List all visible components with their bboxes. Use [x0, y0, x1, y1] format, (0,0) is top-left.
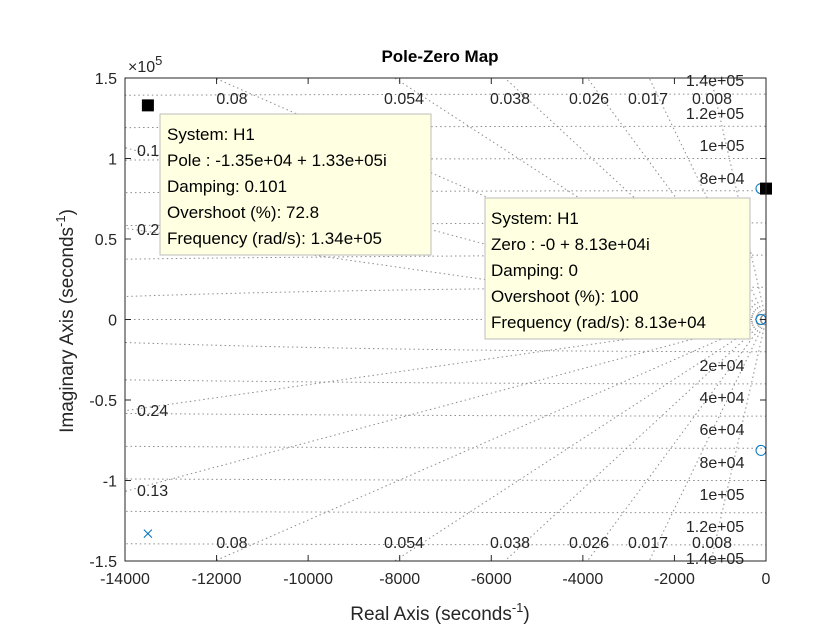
frequency-label-upper: 1.4e+05: [686, 73, 744, 90]
datatip-pole-line: Overshoot (%): 72.8: [167, 203, 319, 222]
damping-label-bottom: 0.054: [384, 535, 424, 552]
datatip-pole-line: Frequency (rad/s): 1.34e+05: [167, 229, 382, 248]
frequency-grid: [125, 93, 766, 546]
datatip-zero-line: System: H1: [491, 209, 579, 228]
damping-label-top: 0.038: [490, 91, 530, 108]
damping-label-top: 0.008: [692, 91, 732, 108]
damping-label-top: 0.08: [216, 91, 247, 108]
damping-label-bottom: 0.008: [692, 535, 732, 552]
y-axis-label-text: Imaginary Axis (seconds: [57, 227, 78, 433]
damping-label-left: 0.13: [137, 483, 168, 500]
damping-label-left: 0.24: [137, 403, 168, 420]
frequency-label-lower: 6e+04: [700, 422, 745, 439]
damping-label-bottom: 0.08: [216, 535, 247, 552]
chart-title: Pole-Zero Map: [381, 47, 498, 66]
frequency-label-lower: 4e+04: [700, 390, 745, 407]
axis-ticks: -14000 -12000 -10000 -8000 -6000 -4000 -2000 0 -…: [89, 71, 770, 588]
damping-line: [393, 319, 766, 561]
damping-label-left: 0.1: [137, 143, 159, 160]
y-exponent-power: 5: [155, 53, 162, 68]
y-tick-label: 1.5: [95, 71, 117, 88]
y-tick-label: -0.5: [89, 393, 117, 410]
grid-labels: 0.08 0.054 0.038 0.026 0.017 0.008 0.08 0.054 0.…: [137, 73, 745, 568]
frequency-label-lower: 2e+04: [700, 358, 745, 375]
y-tick-label: -1.5: [89, 554, 117, 571]
damping-label-left: 0.2: [137, 222, 159, 239]
selected-point: [141, 99, 154, 112]
datatip-zero-line: Frequency (rad/s): 8.13e+04: [491, 313, 706, 332]
frequency-label-upper: 8e+04: [700, 171, 745, 188]
x-axis-label-sup: -1: [512, 600, 524, 615]
datatip-zero[interactable]: System: H1 Zero : -0 + 8.13e+04i Damping…: [484, 197, 751, 340]
frequency-label-lower: 1.4e+05: [686, 551, 744, 568]
datatip-pole-line: System: H1: [167, 125, 255, 144]
frequency-label-upper: 1.2e+05: [686, 106, 744, 123]
y-exponent: ×105: [128, 53, 162, 76]
x-axis-label-suffix: ): [523, 604, 529, 625]
x-tick-label: -2000: [654, 571, 695, 588]
y-exponent-base: ×10: [128, 59, 155, 76]
damping-label-top: 0.026: [569, 91, 609, 108]
datatip-zero-line: Damping: 0: [491, 261, 578, 280]
datatip-zero-box: [484, 197, 751, 340]
y-tick-label: -1: [103, 474, 117, 491]
pole-marker: [143, 529, 153, 538]
damping-label-bottom: 0.017: [628, 535, 668, 552]
damping-label-top: 0.054: [384, 91, 424, 108]
x-tick-label: -6000: [471, 571, 512, 588]
damping-label-bottom: 0.038: [490, 535, 530, 552]
x-tick-label: -8000: [379, 571, 420, 588]
y-tick-label: 0.5: [95, 232, 117, 249]
damping-label-top: 0.017: [628, 91, 668, 108]
datatip-pole-box: [159, 113, 432, 256]
x-tick-label: 0: [762, 571, 771, 588]
frequency-label-lower: 1.2e+05: [686, 519, 744, 536]
frequency-label-lower: 1e+05: [700, 487, 745, 504]
datatip-zero-line: Overshoot (%): 100: [491, 287, 638, 306]
datatip-zero-line: Zero : -0 + 8.13e+04i: [491, 235, 650, 254]
x-tick-label: -4000: [562, 571, 603, 588]
frequency-label-lower: 8e+04: [700, 455, 745, 472]
x-axis-label-text: Real Axis (seconds: [350, 604, 512, 625]
y-axis-label-suffix: ): [57, 209, 78, 215]
y-axis-label-sup: -1: [53, 215, 68, 227]
x-axis-label: Real Axis (seconds-1): [350, 600, 529, 625]
damping-label-bottom: 0.026: [569, 535, 609, 552]
datatip-pole-line: Pole : -1.35e+04 + 1.33e+05i: [167, 151, 387, 170]
datatip-pole[interactable]: System: H1 Pole : -1.35e+04 + 1.33e+05i …: [159, 113, 432, 256]
frequency-label-upper: 1e+05: [700, 138, 745, 155]
x-tick-label: -14000: [100, 571, 150, 588]
x-tick-label: -10000: [283, 571, 333, 588]
pole-marker-stroke: [143, 529, 153, 538]
x-tick-label: -12000: [192, 571, 242, 588]
y-tick-label: 1: [108, 152, 117, 169]
datatip-pole-line: Damping: 0.101: [167, 177, 287, 196]
y-tick-label: 0: [108, 313, 117, 330]
y-axis-label: Imaginary Axis (seconds-1): [53, 209, 78, 433]
